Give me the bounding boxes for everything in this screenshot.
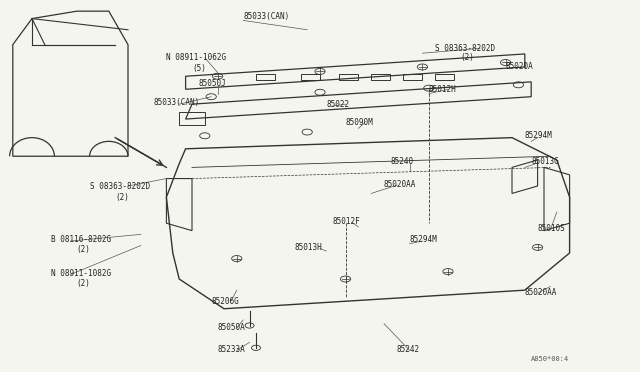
Text: 85022: 85022 xyxy=(326,100,349,109)
Text: N 08911-1062G: N 08911-1062G xyxy=(166,53,227,62)
Text: 85013H: 85013H xyxy=(294,243,322,252)
Text: 85013G: 85013G xyxy=(531,157,559,166)
Text: (2): (2) xyxy=(461,53,475,62)
Text: 85012H: 85012H xyxy=(429,85,456,94)
Text: (2): (2) xyxy=(77,279,91,288)
Text: 85010S: 85010S xyxy=(538,224,565,233)
Text: 85033(CAN): 85033(CAN) xyxy=(154,98,200,107)
Text: 85020AA: 85020AA xyxy=(525,288,557,296)
Text: 85020A: 85020A xyxy=(506,62,533,71)
Text: 85020AA: 85020AA xyxy=(384,180,417,189)
Text: S 08363-8202D: S 08363-8202D xyxy=(435,44,495,53)
Text: 85050J: 85050J xyxy=(198,79,226,88)
Text: 85206G: 85206G xyxy=(211,297,239,306)
Text: A850*00:4: A850*00:4 xyxy=(531,356,570,362)
Text: 85033(CAN): 85033(CAN) xyxy=(243,12,289,21)
Text: 85242: 85242 xyxy=(397,345,420,354)
Text: 85294M: 85294M xyxy=(525,131,552,140)
Text: S 08363-8202D: S 08363-8202D xyxy=(90,182,150,190)
Text: 85233A: 85233A xyxy=(218,345,245,354)
Text: (5): (5) xyxy=(192,64,206,73)
Text: B 08116-8202G: B 08116-8202G xyxy=(51,235,111,244)
Text: N 08911-1082G: N 08911-1082G xyxy=(51,269,111,278)
Text: 85050A: 85050A xyxy=(218,323,245,332)
Text: (2): (2) xyxy=(115,193,129,202)
Text: (2): (2) xyxy=(77,246,91,254)
Text: 85012F: 85012F xyxy=(333,217,360,226)
Text: 85240: 85240 xyxy=(390,157,413,166)
Text: 85090M: 85090M xyxy=(346,118,373,127)
Text: 85294M: 85294M xyxy=(410,235,437,244)
